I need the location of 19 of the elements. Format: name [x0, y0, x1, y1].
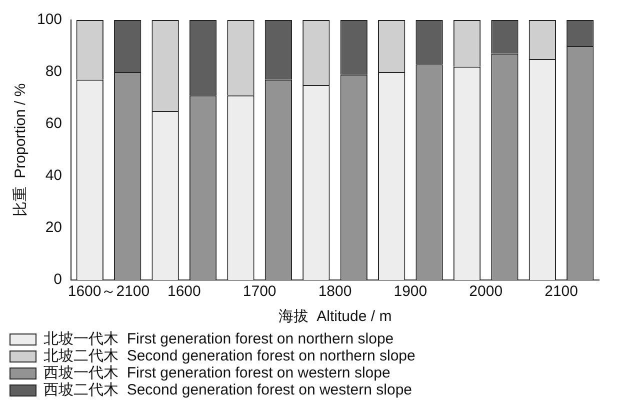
x-tick-label: 2000: [469, 283, 503, 300]
y-tick-label: 40: [45, 167, 62, 184]
x-tick-label: 1600～2100: [68, 283, 150, 300]
legend-label: 北坡一代木 First generation forest on northern slope: [44, 330, 394, 348]
x-tick-label: 2100: [544, 283, 578, 300]
y-tick-label: 60: [45, 115, 62, 132]
y-tick-label: 20: [45, 219, 62, 236]
x-tick-label: 1700: [242, 283, 276, 300]
legend-label: 西坡一代木 First generation forest on western slope: [44, 364, 390, 382]
x-tick-label: 1900: [394, 283, 428, 300]
y-tick-label: 0: [54, 271, 62, 288]
y-tick-label: 100: [36, 11, 62, 28]
x-tick-label: 1600: [167, 283, 201, 300]
y-axis-title: 比重 Proportion / %: [12, 83, 30, 217]
legend-label: 西坡二代木 Second generation forest on western slope: [44, 382, 412, 399]
y-tick-label: 80: [45, 63, 62, 80]
x-axis-title: 海拔 Altitude / m: [278, 308, 392, 326]
legend-label: 北坡二代木 Second generation forest on northern slope: [44, 348, 416, 365]
x-tick-label: 1800: [318, 283, 352, 300]
